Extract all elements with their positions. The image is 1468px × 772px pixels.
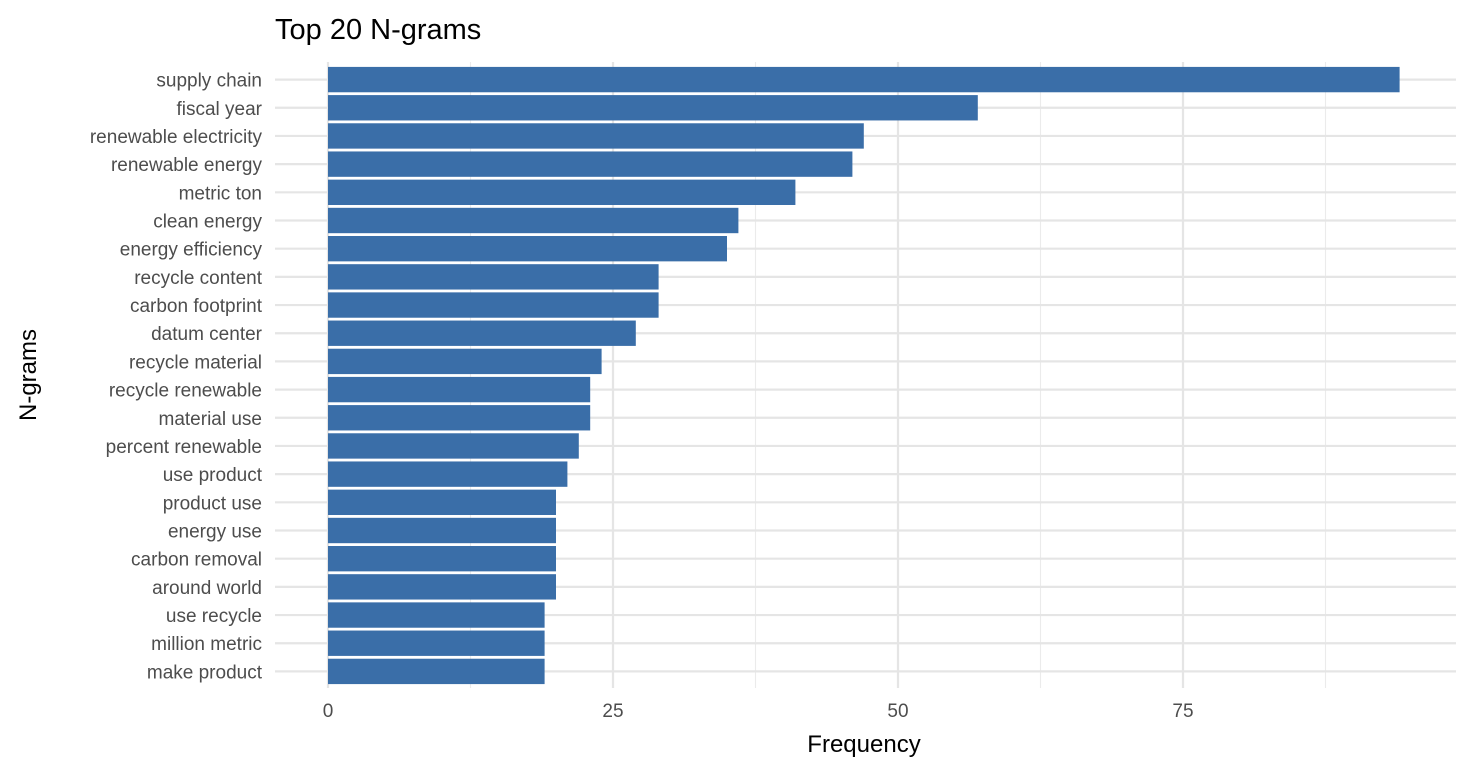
- category-label: renewable energy: [111, 155, 263, 176]
- x-axis-title: Frequency: [807, 731, 920, 758]
- category-label: carbon removal: [131, 550, 262, 571]
- category-label: carbon footprint: [130, 296, 263, 317]
- bar: [328, 433, 579, 459]
- category-labels: supply chain fiscal year renewable electri…: [90, 71, 263, 684]
- category-label: use product: [163, 465, 263, 486]
- y-axis-title: N-grams: [15, 329, 42, 421]
- bar: [328, 461, 568, 487]
- bar: [328, 320, 636, 346]
- category-label: renewable electricity: [90, 127, 263, 148]
- bar: [328, 236, 727, 262]
- bar: [328, 207, 739, 234]
- bar: [328, 95, 978, 121]
- bar: [328, 348, 602, 375]
- category-label: percent renewable: [106, 437, 262, 458]
- bar: [328, 658, 545, 685]
- category-label: material use: [159, 409, 263, 430]
- x-tick-labels: 0 25 50 75: [323, 701, 1194, 722]
- bar: [328, 405, 591, 431]
- bar: [328, 376, 591, 403]
- bar: [328, 151, 853, 177]
- category-label: supply chain: [156, 71, 262, 92]
- bar: [328, 179, 796, 205]
- bars: [328, 66, 1400, 685]
- category-label: energy efficiency: [120, 240, 263, 261]
- category-label: around world: [152, 578, 262, 599]
- category-label: recycle material: [129, 352, 262, 373]
- category-label: million metric: [151, 634, 262, 655]
- category-label: make product: [147, 662, 263, 683]
- category-label: energy use: [168, 522, 262, 543]
- bar: [328, 546, 556, 572]
- category-label: clean energy: [153, 212, 262, 233]
- bar: [328, 574, 556, 600]
- bar: [328, 602, 545, 628]
- bar: [328, 123, 864, 149]
- category-label: product use: [163, 493, 262, 514]
- bar: [328, 630, 545, 656]
- x-tick-label: 0: [323, 701, 334, 722]
- bar: [328, 66, 1400, 93]
- category-label: recycle content: [134, 268, 263, 289]
- x-tick-label: 75: [1172, 701, 1193, 722]
- bar: [328, 517, 556, 544]
- category-label: fiscal year: [176, 99, 262, 120]
- x-tick-label: 25: [602, 701, 623, 722]
- chart-title: Top 20 N-grams: [275, 14, 481, 46]
- x-tick-label: 50: [887, 701, 908, 722]
- category-label: datum center: [151, 324, 263, 345]
- category-label: recycle renewable: [109, 381, 262, 402]
- bar: [328, 292, 659, 318]
- bar: [328, 489, 556, 515]
- category-label: metric ton: [179, 183, 262, 204]
- bar: [328, 264, 659, 290]
- category-label: use recycle: [166, 606, 262, 627]
